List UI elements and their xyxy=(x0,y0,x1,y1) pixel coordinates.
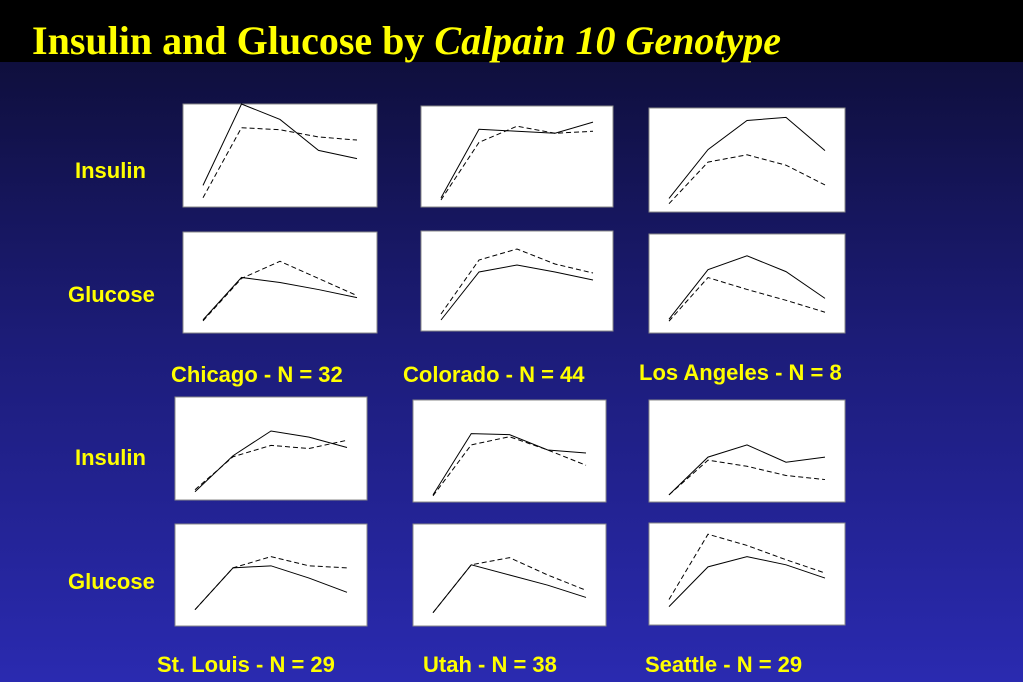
plot-frame xyxy=(420,230,614,332)
series-line xyxy=(440,264,594,321)
series-line xyxy=(668,459,826,496)
series-line xyxy=(432,436,587,497)
caption: Utah - N = 38 xyxy=(423,652,557,677)
caption: Seattle - N = 29 xyxy=(645,652,802,677)
title-plain: Insulin and Glucose by xyxy=(32,18,434,63)
caption: Colorado - N = 44 xyxy=(403,362,585,387)
title: Insulin and Glucose by Calpain 10 Genoty… xyxy=(32,18,781,63)
series-line xyxy=(202,127,358,198)
caption: St. Louis - N = 29 xyxy=(157,652,335,677)
plot-frame xyxy=(648,522,846,626)
row-label: Insulin xyxy=(75,158,146,183)
series-line xyxy=(668,276,826,322)
caption: Los Angeles - N = 8 xyxy=(639,360,842,385)
caption: Chicago - N = 32 xyxy=(171,362,343,387)
series-line xyxy=(194,439,348,491)
series-line xyxy=(668,116,826,199)
series-line xyxy=(440,121,594,199)
plot-frame xyxy=(174,396,368,501)
series-line xyxy=(432,557,587,614)
title-italic: Calpain 10 Genotype xyxy=(434,18,781,63)
series-line xyxy=(668,533,826,600)
series-line xyxy=(194,556,348,611)
plot-frame xyxy=(412,399,607,503)
series-line xyxy=(202,276,358,321)
series-line xyxy=(668,154,826,205)
plot-frame xyxy=(174,523,368,627)
series-line xyxy=(668,444,826,496)
series-line xyxy=(202,260,358,322)
row-label: Insulin xyxy=(75,445,146,470)
title-band xyxy=(0,0,1023,62)
series-line xyxy=(432,433,587,496)
plot-frame xyxy=(420,105,614,208)
row-label: Glucose xyxy=(68,282,155,307)
series-line xyxy=(668,556,826,607)
plot-frame xyxy=(648,107,846,213)
row-label: Glucose xyxy=(68,569,155,594)
series-line xyxy=(194,565,348,611)
plot-frame xyxy=(648,233,846,334)
series-line xyxy=(440,248,594,315)
series-line xyxy=(668,255,826,320)
plot-frame xyxy=(648,399,846,503)
series-line xyxy=(440,125,594,201)
series-line xyxy=(202,103,358,186)
